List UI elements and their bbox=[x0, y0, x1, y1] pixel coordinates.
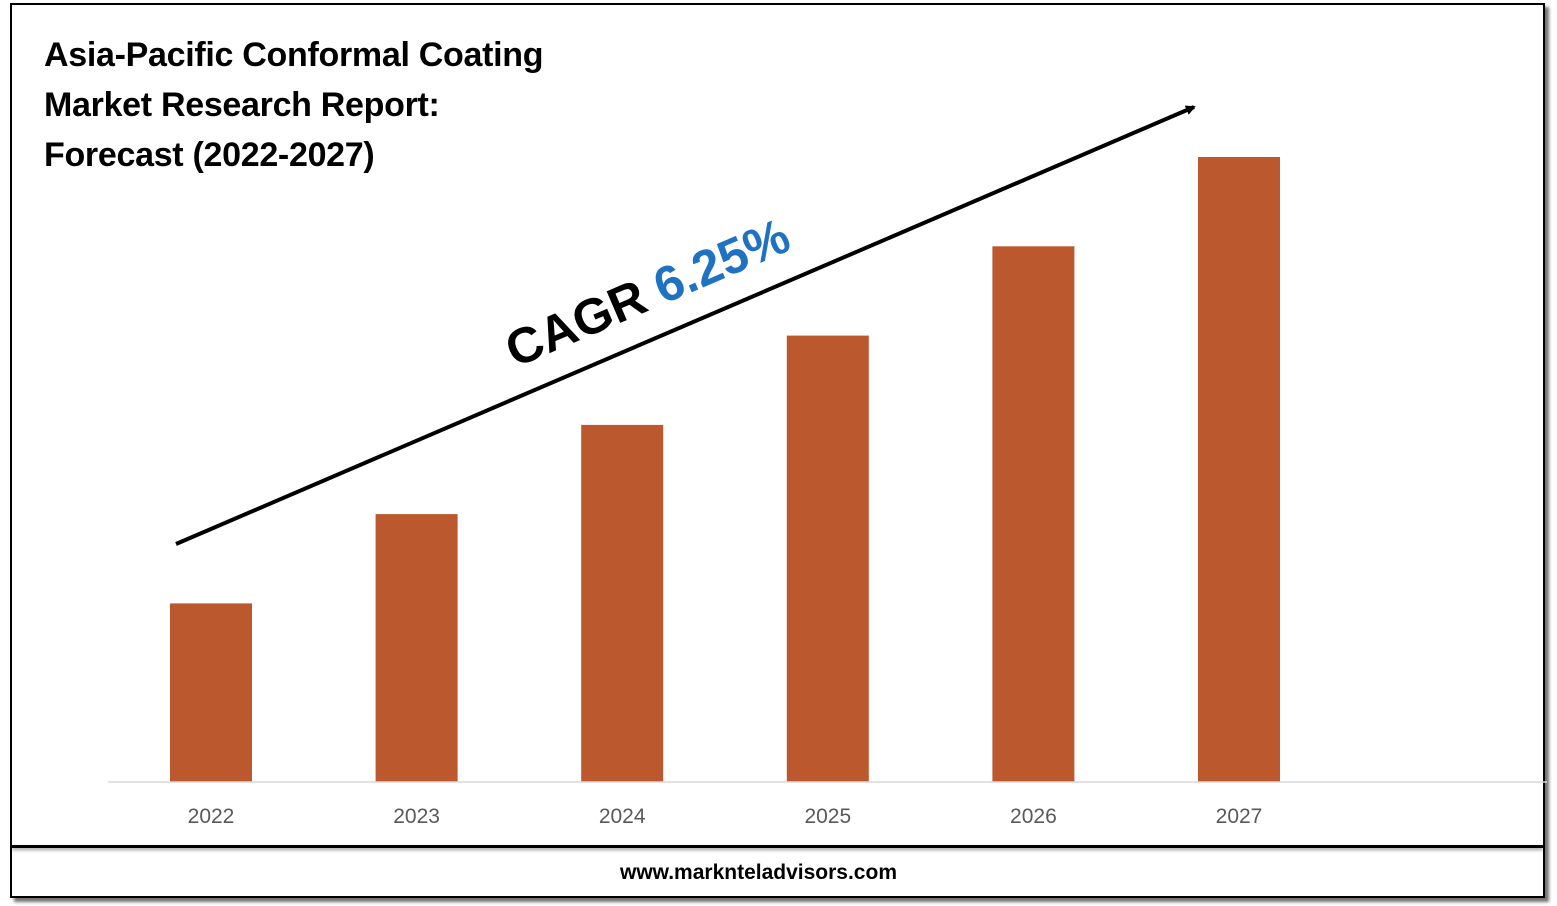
title-line-3: Forecast (2022-2027) bbox=[44, 136, 375, 174]
x-tick-label-2023: 2023 bbox=[393, 805, 440, 828]
x-tick-label-2027: 2027 bbox=[1216, 805, 1263, 828]
cagr-value: 6.25% bbox=[645, 207, 797, 314]
bar-2022 bbox=[170, 603, 252, 782]
footer-website: www.marknteladvisors.com bbox=[620, 861, 897, 884]
x-tick-label-2024: 2024 bbox=[599, 805, 646, 828]
cagr-label: CAGR bbox=[497, 269, 654, 378]
chart-frame bbox=[10, 3, 1545, 898]
title-line-1: Asia-Pacific Conformal Coating bbox=[44, 36, 544, 74]
title-line-2: Market Research Report: bbox=[44, 86, 440, 124]
x-tick-label-2025: 2025 bbox=[804, 805, 851, 828]
bar-2026 bbox=[992, 246, 1075, 783]
trend-arrow bbox=[175, 105, 1196, 546]
footer-divider bbox=[12, 845, 1543, 848]
x-tick-label-2022: 2022 bbox=[188, 805, 235, 828]
cagr-annotation: CAGR 6.25% bbox=[497, 207, 797, 378]
x-tick-labels: 2022 2023 2024 2025 2026 2027 bbox=[188, 805, 1263, 828]
bar-2024 bbox=[581, 424, 664, 782]
x-tick-label-2026: 2026 bbox=[1010, 805, 1057, 828]
chart-title: Asia-Pacific Conformal Coating Market Re… bbox=[44, 30, 664, 180]
bar-2025 bbox=[786, 335, 869, 782]
bars-group bbox=[170, 157, 1280, 783]
bar-2023 bbox=[375, 514, 458, 782]
bar-2027 bbox=[1198, 157, 1280, 782]
